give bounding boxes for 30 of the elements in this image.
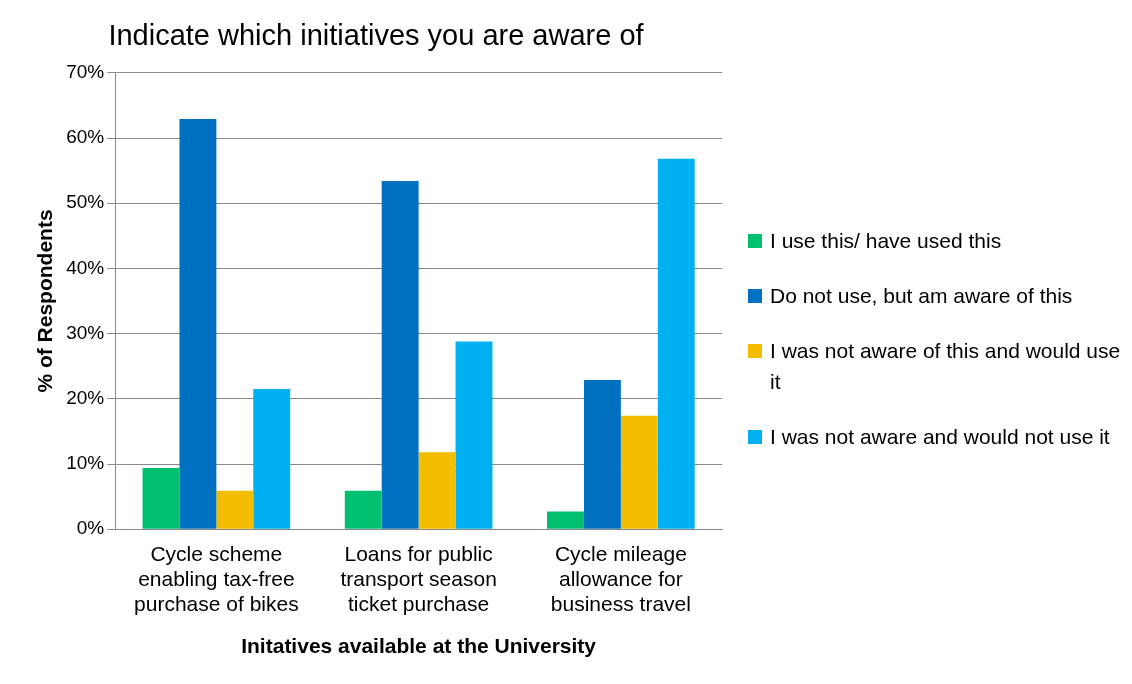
y-tick-label: 20%	[66, 387, 105, 409]
x-tick-label: Cycle mileage allowance for business travel	[550, 541, 691, 615]
y-tick-label: 40%	[66, 256, 105, 278]
y-tick-label: 0%	[76, 517, 105, 539]
bar	[455, 341, 493, 529]
bar	[142, 467, 180, 529]
bar	[179, 119, 217, 529]
bar	[583, 379, 621, 529]
y-tick-label: 60%	[66, 126, 105, 148]
y-tick-label: 50%	[66, 191, 105, 213]
legend-label: I was not aware of this and would use it	[770, 338, 1122, 395]
legend-label: I was not aware and would not use it	[770, 424, 1110, 450]
bar	[253, 389, 291, 529]
chart-title: Indicate which initiatives you are aware of	[108, 19, 645, 52]
legend-label: Do not use, but am aware of this	[770, 283, 1073, 309]
y-axis-title: % of Respondents	[33, 209, 57, 393]
y-tick-label: 30%	[66, 321, 105, 343]
bar	[547, 511, 584, 529]
x-axis-title: Initatives available at the University	[241, 634, 597, 658]
y-tick-label: 10%	[66, 452, 105, 474]
bar	[620, 415, 658, 529]
bar	[381, 181, 419, 529]
x-tick-label: Cycle scheme enabling tax-free purchase of bikes	[134, 541, 299, 615]
legend-label: I use this/ have used this	[770, 228, 1002, 254]
x-tick-label: Loans for public transport season ticket purchase	[340, 541, 497, 615]
bar	[216, 490, 254, 529]
bar	[418, 452, 456, 529]
y-tick-label: 70%	[66, 61, 105, 83]
bar	[344, 490, 382, 529]
bar	[657, 158, 695, 529]
